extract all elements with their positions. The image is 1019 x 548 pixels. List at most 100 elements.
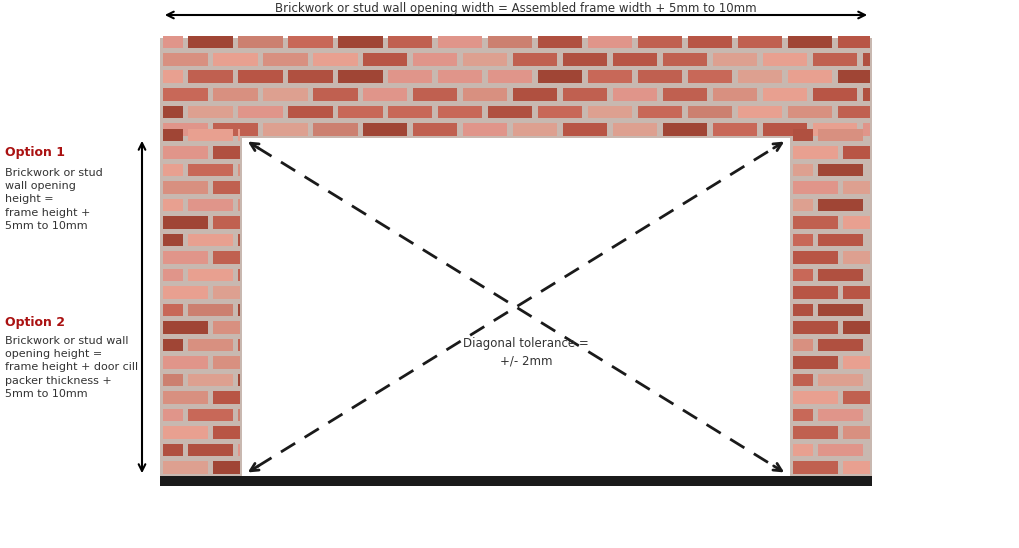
Bar	[862, 123, 869, 135]
Bar	[793, 216, 838, 229]
Bar	[237, 443, 239, 456]
Bar	[793, 356, 838, 368]
Bar	[313, 123, 358, 135]
Bar	[187, 163, 232, 176]
Bar	[162, 426, 208, 438]
Bar	[817, 233, 862, 246]
Bar	[793, 198, 812, 211]
Bar	[263, 53, 308, 66]
Bar	[162, 339, 182, 351]
Bar	[413, 53, 458, 66]
Bar	[213, 53, 258, 66]
Bar	[413, 123, 458, 135]
Bar	[762, 123, 807, 135]
Bar	[187, 339, 232, 351]
Bar	[612, 123, 657, 135]
Bar	[162, 88, 208, 100]
Bar	[817, 163, 862, 176]
Bar	[187, 408, 232, 421]
Bar	[838, 71, 869, 83]
Bar	[793, 304, 812, 316]
Bar	[638, 36, 683, 48]
Bar	[793, 443, 812, 456]
Bar	[237, 304, 239, 316]
Bar	[463, 53, 507, 66]
Bar	[387, 71, 432, 83]
Bar	[187, 106, 232, 118]
Bar	[838, 106, 869, 118]
Bar	[537, 71, 583, 83]
Bar	[588, 36, 633, 48]
Bar	[237, 339, 239, 351]
Bar	[162, 216, 208, 229]
Bar	[363, 88, 408, 100]
Text: Option 1: Option 1	[5, 146, 65, 159]
Bar	[363, 123, 408, 135]
Bar	[213, 426, 239, 438]
Bar	[287, 36, 332, 48]
Bar	[162, 106, 182, 118]
Bar	[437, 71, 483, 83]
Bar	[862, 53, 869, 66]
Bar	[762, 88, 807, 100]
Bar	[793, 391, 838, 403]
Bar	[793, 146, 838, 158]
Bar	[817, 198, 862, 211]
Bar	[688, 71, 733, 83]
Bar	[843, 146, 869, 158]
Bar	[237, 71, 282, 83]
Bar	[162, 269, 182, 281]
Bar	[237, 269, 239, 281]
Bar	[793, 461, 838, 473]
Bar	[160, 38, 872, 138]
Bar	[638, 71, 683, 83]
Bar	[793, 233, 812, 246]
Bar	[187, 233, 232, 246]
Bar	[213, 356, 239, 368]
Bar	[817, 304, 862, 316]
Bar	[162, 233, 182, 246]
Bar	[562, 53, 607, 66]
Bar	[162, 286, 208, 299]
Bar	[213, 216, 239, 229]
Bar	[187, 128, 232, 141]
Bar	[793, 286, 838, 299]
Bar	[237, 374, 239, 386]
Bar	[843, 216, 869, 229]
Bar	[463, 88, 507, 100]
Bar	[537, 36, 583, 48]
Bar	[793, 408, 812, 421]
Bar	[562, 123, 607, 135]
Bar	[213, 181, 239, 193]
Bar	[843, 391, 869, 403]
Text: Brickwork or stud wall opening width = Assembled frame width + 5mm to 10mm: Brickwork or stud wall opening width = A…	[275, 2, 757, 15]
Bar	[313, 88, 358, 100]
Bar	[437, 106, 483, 118]
Bar	[187, 269, 232, 281]
Bar	[662, 88, 707, 100]
Bar	[788, 71, 833, 83]
Bar	[337, 71, 382, 83]
Bar	[612, 53, 657, 66]
Bar	[688, 36, 733, 48]
Bar	[162, 251, 208, 264]
Bar	[213, 286, 239, 299]
Bar	[162, 321, 208, 334]
Text: Diagonal tolerance =
+/- 2mm: Diagonal tolerance = +/- 2mm	[463, 337, 589, 367]
Bar	[263, 123, 308, 135]
Bar	[843, 181, 869, 193]
Bar	[793, 426, 838, 438]
Bar	[712, 88, 757, 100]
Bar	[237, 128, 239, 141]
Bar	[213, 321, 239, 334]
Bar	[237, 106, 282, 118]
Bar	[817, 128, 862, 141]
Bar	[162, 128, 182, 141]
Bar	[588, 106, 633, 118]
Bar	[788, 106, 833, 118]
Bar	[638, 106, 683, 118]
Bar	[817, 374, 862, 386]
Bar	[463, 123, 507, 135]
Bar	[712, 123, 757, 135]
Bar	[337, 36, 382, 48]
